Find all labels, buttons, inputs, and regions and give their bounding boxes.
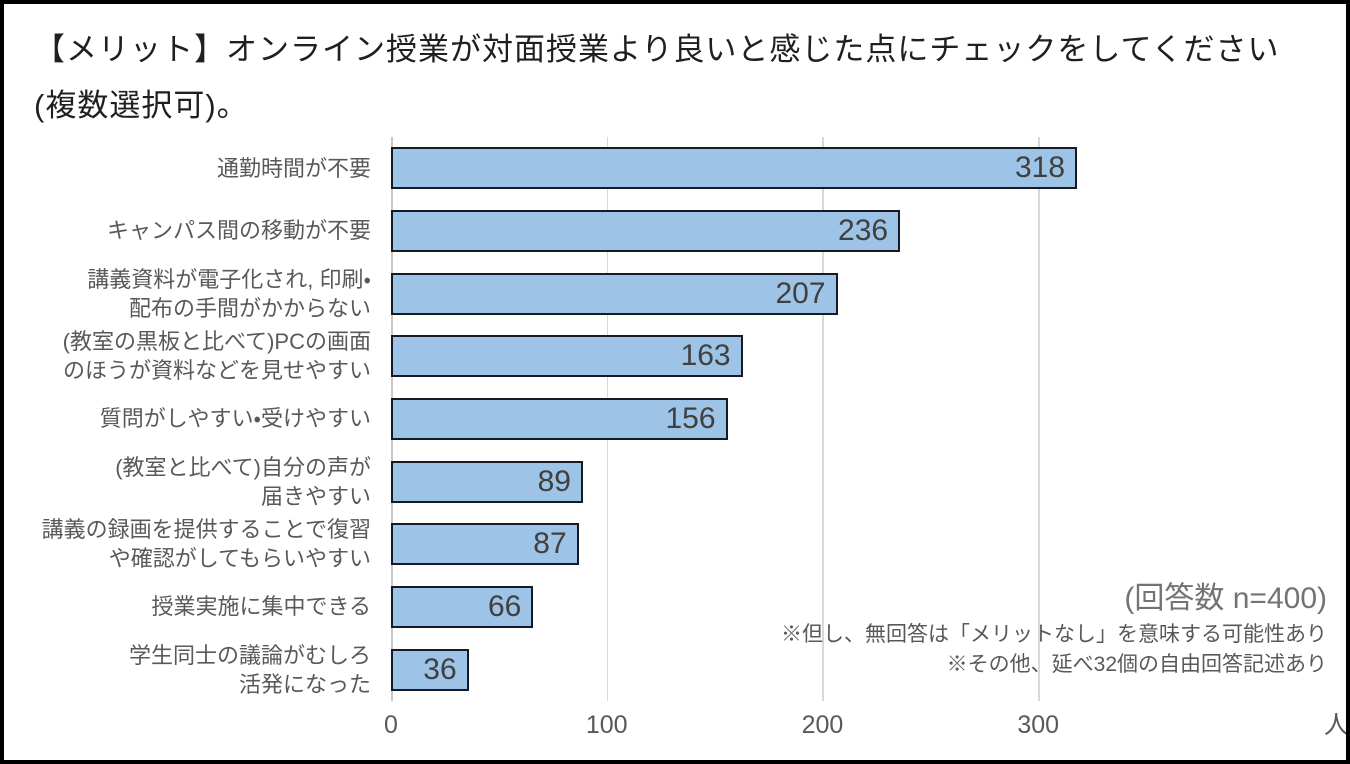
bar: 318 <box>391 147 1078 190</box>
plot-area: 318 236 207 163 156 89 87 66 36 <box>391 137 1346 701</box>
category-label: 通勤時間が不要 <box>216 155 371 181</box>
category-label: 学生同士の議論がむしろ 活発になった <box>128 642 371 697</box>
bar: 36 <box>391 648 469 691</box>
bar-row: 163 <box>391 325 1346 388</box>
bar: 163 <box>391 335 743 378</box>
footnote-1: ※但し、無回答は「メリットなし」を意味する可能性あり <box>781 623 1327 646</box>
bar: 236 <box>391 209 901 252</box>
bar-row: 156 <box>391 388 1346 451</box>
bar: 87 <box>391 523 579 566</box>
bar-value-label: 89 <box>537 464 571 498</box>
gridline-300 <box>1038 137 1040 701</box>
category-label: 講義の録画を提供することで復習 や確認がしてもらいやすい <box>41 517 371 572</box>
category-label: 質問がしやすい・受けやすい <box>99 406 371 432</box>
category-label: (教室と比べて)自分の声が 届きやすい <box>115 454 371 509</box>
x-tick-0: 0 <box>384 711 398 739</box>
bar-value-label: 236 <box>838 213 889 247</box>
bar-row: 66 <box>391 576 1346 639</box>
bar-row: 318 <box>391 137 1346 200</box>
bar: 156 <box>391 397 728 440</box>
bar: 66 <box>391 585 534 628</box>
respondent-count-note: (回答数 n=400) <box>1124 582 1327 615</box>
chart-title: 【メリット】オンライン授業が対面授業より良いと感じた点にチェックをしてください … <box>34 22 1280 134</box>
bar: 207 <box>391 272 838 315</box>
value-axis: 0 100 200 300 人 <box>384 706 1349 746</box>
category-label: キャンパス間の移動が不要 <box>106 218 371 244</box>
gridline-200 <box>822 137 824 701</box>
annotations-block: (回答数 n=400) ※但し、無回答は「メリットなし」を意味する可能性あり ※… <box>781 578 1327 680</box>
category-label: (教室の黒板と比べて)PCの画面 のほうが資料などを見せやすい <box>62 329 371 384</box>
bar: 89 <box>391 460 583 503</box>
bar-value-label: 87 <box>533 527 567 561</box>
x-axis-unit-label: 人 <box>1323 711 1349 739</box>
x-tick-200: 200 <box>801 711 844 739</box>
chart-title-line2: (複数選択可)。 <box>34 88 249 123</box>
bar-row: 207 <box>391 262 1346 325</box>
bar-value-label: 36 <box>423 652 457 686</box>
category-axis-labels: 通勤時間が不要 キャンパス間の移動が不要 講義資料が電子化され, 印刷・ 配布の… <box>4 137 381 701</box>
bar-value-label: 156 <box>665 401 716 435</box>
x-tick-300: 300 <box>1017 711 1060 739</box>
bar-row: 236 <box>391 200 1346 263</box>
bar-row: 36 <box>391 638 1346 701</box>
bar-value-label: 163 <box>680 339 731 373</box>
x-tick-100: 100 <box>585 711 628 739</box>
bar-value-label: 318 <box>1014 151 1066 185</box>
bar-row: 87 <box>391 513 1346 576</box>
category-label: 授業実施に集中できる <box>151 594 371 620</box>
bar-row: 89 <box>391 450 1346 513</box>
chart-title-line1: 【メリット】オンライン授業が対面授業より良いと感じた点にチェックをしてください <box>34 32 1280 67</box>
bar-value-label: 66 <box>488 589 522 623</box>
footnote-2: ※その他、延べ32個の自由回答記述あり <box>946 653 1327 676</box>
bar-value-label: 207 <box>775 276 826 310</box>
category-label: 講義資料が電子化され, 印刷・ 配布の手間がかからない <box>87 266 371 321</box>
